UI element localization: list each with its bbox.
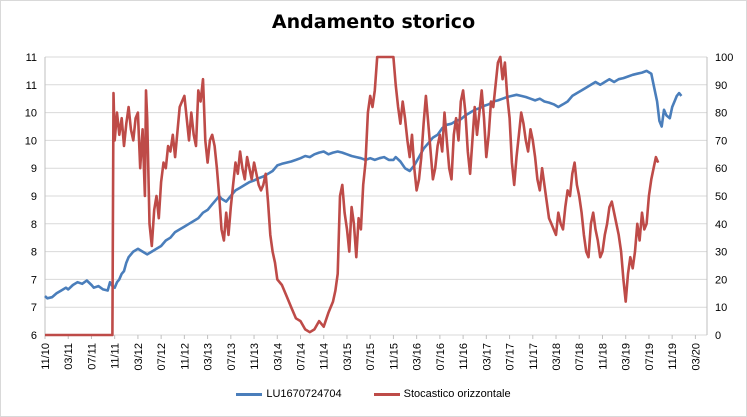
x-tick-label: 07/11	[86, 343, 98, 370]
right-tick-label: 70	[715, 135, 727, 147]
series-line-2	[45, 55, 660, 337]
x-tick-label: 03/16	[412, 343, 424, 371]
x-tick-label: 07/15	[365, 343, 377, 371]
right-tick-label: 20	[715, 274, 727, 286]
left-tick-label: 11	[26, 80, 37, 92]
legend: LU1670724704 Stocastico orizzontale	[1, 388, 746, 400]
right-tick-label: 80	[715, 108, 727, 120]
right-tick-label: 50	[715, 191, 727, 203]
left-tick-label: 10	[25, 135, 37, 147]
x-tick-label: 03/13	[203, 343, 215, 371]
x-tick-label: 07/17	[505, 343, 517, 371]
x-tick-label: 07/16	[435, 343, 447, 371]
x-tick-label: 03/11	[63, 343, 75, 370]
x-tick-label: 11/17	[528, 343, 540, 370]
legend-item-series-2: Stocastico orizzontale	[373, 388, 511, 400]
left-tick-label: 7	[31, 302, 37, 314]
x-tick-label: 07/12	[156, 343, 168, 371]
left-tick-label: 8	[31, 219, 37, 231]
x-tick-label: 03/18	[551, 343, 563, 371]
x-tick-label: 07/13	[226, 343, 238, 371]
x-tick-label: 03/17	[481, 343, 493, 371]
x-axis-ticks: 11/10 03/11 07/11 11/11 03/12 07/12 11/12 03/13…	[40, 335, 702, 371]
x-tick-label: 11/11	[110, 343, 122, 369]
x-tick-label: 11/13	[249, 343, 261, 370]
legend-item-series-1: LU1670724704	[236, 388, 342, 400]
x-tick-label: 11/15	[388, 343, 400, 370]
x-tick-label: 11/16	[458, 343, 470, 370]
x-tick-label: 03/14	[272, 343, 284, 371]
right-tick-label: 100	[715, 52, 733, 64]
right-tick-label: 90	[715, 80, 727, 92]
right-tick-label: 0	[715, 330, 721, 342]
left-tick-label: 11	[26, 52, 37, 64]
x-tick-label: 11/12	[179, 343, 191, 370]
chart-title: Andamento storico	[271, 11, 476, 33]
right-tick-label: 60	[715, 163, 727, 175]
left-tick-label: 10	[25, 108, 37, 120]
legend-swatch-series-2	[373, 392, 400, 396]
x-tick-label: 03/15	[342, 343, 354, 371]
x-tick-label: 03/12	[133, 343, 145, 371]
left-tick-label: 7	[31, 274, 37, 286]
x-tick-label: 11/18	[597, 343, 609, 370]
series-line-1	[44, 69, 683, 300]
x-tick-label: 07/19	[644, 343, 656, 371]
x-tick-label: 07/14	[296, 343, 308, 371]
right-axis-ticks: 0 10 20 30 40 50 60 70 80 90 100	[715, 52, 733, 342]
left-tick-label: 8	[31, 247, 37, 259]
left-tick-label: 9	[31, 163, 37, 175]
left-axis-ticks: 6 7 7 8 8 9 9 10 10 11 11	[25, 52, 37, 342]
right-tick-label: 40	[715, 219, 727, 231]
right-tick-label: 10	[715, 302, 727, 314]
series-layer	[44, 55, 683, 337]
left-tick-label: 9	[31, 191, 37, 203]
legend-label-series-1: LU1670724704	[266, 388, 342, 400]
x-tick-label: 11/19	[667, 343, 679, 370]
x-tick-label: 03/19	[621, 343, 633, 371]
left-tick-label: 6	[31, 330, 37, 342]
x-tick-label: 11/10	[40, 343, 52, 370]
x-tick-label: 11/14	[319, 343, 331, 370]
legend-label-series-2: Stocastico orizzontale	[403, 388, 511, 400]
x-tick-label: 03/20	[690, 343, 702, 371]
right-tick-label: 30	[715, 247, 727, 259]
legend-swatch-series-1	[236, 392, 263, 396]
x-tick-label: 07/18	[574, 343, 586, 371]
